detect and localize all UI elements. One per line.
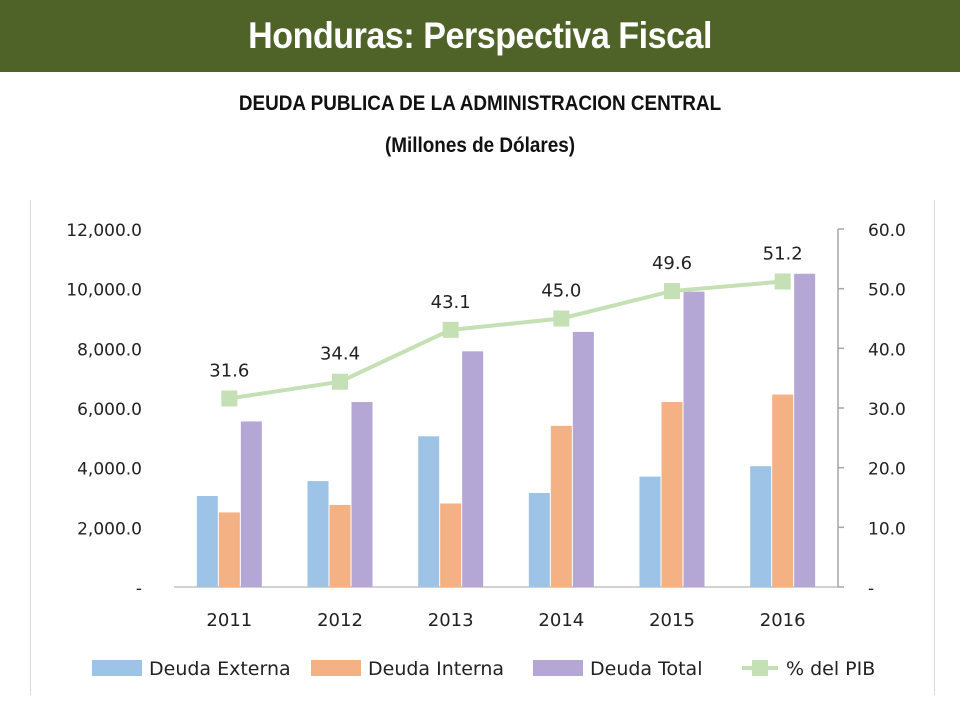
y-tick-label-left: 12,000.0 [66, 221, 142, 241]
y-tick-label-right: - [868, 579, 874, 599]
y-tick-label-right: 40.0 [868, 340, 906, 360]
y-tick-label-right: 20.0 [868, 460, 906, 480]
bar-deuda-interna [661, 402, 683, 587]
y-tick-label-right: 10.0 [868, 519, 906, 539]
y-tick-label-left: 4,000.0 [77, 460, 142, 480]
chart-axes: - 2,000.0 4,000.0 6,000.0 8,000.0 10,000.0 12,… [66, 221, 906, 631]
legend-label-del-pib: % del PIB [786, 658, 875, 680]
bar-deuda-interna [440, 503, 462, 587]
pct-pib-data-label: 49.6 [652, 253, 692, 274]
pct-pib-marker [774, 273, 791, 290]
legend-label-deuda-externa: Deuda Externa [149, 658, 291, 680]
legend-swatch-deuda-interna [311, 660, 361, 676]
pct-pib-marker [221, 390, 238, 407]
chart-legend: Deuda Externa Deuda Interna Deuda Total % d… [92, 658, 875, 680]
y-tick-label-right: 50.0 [868, 281, 906, 301]
legend-swatch-deuda-total [533, 660, 583, 676]
bar-deuda-interna [772, 394, 794, 587]
pct-pib-data-label: 43.1 [431, 292, 471, 313]
y-tick-label-left: 2,000.0 [77, 519, 142, 539]
pct-pib-data-label: 31.6 [209, 360, 249, 381]
bar-deuda-total [683, 291, 705, 587]
bar-deuda-total [462, 351, 484, 587]
pct-pib-data-label: 45.0 [541, 281, 581, 302]
x-tick-label: 2014 [538, 610, 584, 631]
x-tick-label: 2012 [317, 610, 363, 631]
bar-deuda-interna [218, 512, 240, 587]
title-banner: Honduras: Perspectiva Fiscal [0, 0, 960, 72]
y-tick-label-right: 60.0 [868, 221, 906, 241]
bar-deuda-total [240, 421, 262, 587]
legend-swatch-marker-del-pib [752, 660, 768, 676]
legend-swatch-deuda-externa [92, 660, 142, 676]
bar-deuda-externa [196, 496, 218, 587]
x-tick-label: 2015 [649, 610, 695, 631]
bar-deuda-interna [329, 504, 351, 587]
y-tick-label-right: 30.0 [868, 400, 906, 420]
bar-deuda-externa [418, 436, 440, 587]
y-tick-label-left: - [136, 579, 142, 599]
bar-deuda-externa [307, 481, 329, 587]
y-tick-label-left: 8,000.0 [77, 340, 142, 360]
bar-deuda-externa [639, 476, 661, 587]
chart-bars [196, 273, 816, 587]
legend-label-deuda-interna: Deuda Interna [368, 658, 504, 680]
chart-line: 31.6 34.4 43.1 45.0 49.6 51.2 [209, 244, 803, 407]
bar-deuda-interna [550, 425, 572, 587]
chart-title: DEUDA PUBLICA DE LA ADMINISTRACION CENTR… [238, 92, 722, 115]
chart-frame [30, 200, 935, 695]
y-tick-label-left: 6,000.0 [77, 400, 142, 420]
bar-deuda-externa [750, 466, 772, 587]
x-tick-label: 2011 [206, 610, 252, 631]
pct-pib-data-label: 51.2 [763, 244, 803, 265]
y-tick-label-left: 10,000.0 [66, 281, 142, 301]
pct-pib-marker [664, 283, 680, 300]
pct-pib-data-label: 34.4 [320, 344, 360, 365]
page-title: Honduras: Perspectiva Fiscal [248, 15, 712, 56]
bar-deuda-total [572, 331, 594, 587]
pct-pib-line [229, 279, 783, 401]
x-tick-label: 2013 [428, 610, 474, 631]
bar-deuda-total [351, 402, 373, 587]
pct-pib-marker [442, 321, 459, 338]
bar-deuda-total [794, 273, 816, 587]
pct-pib-marker [332, 373, 348, 390]
bar-deuda-externa [528, 493, 550, 587]
x-tick-label: 2016 [760, 610, 806, 631]
pct-pib-marker [553, 310, 570, 327]
legend-label-deuda-total: Deuda Total [590, 658, 702, 680]
chart-subtitle: (Millones de Dólares) [384, 134, 576, 157]
